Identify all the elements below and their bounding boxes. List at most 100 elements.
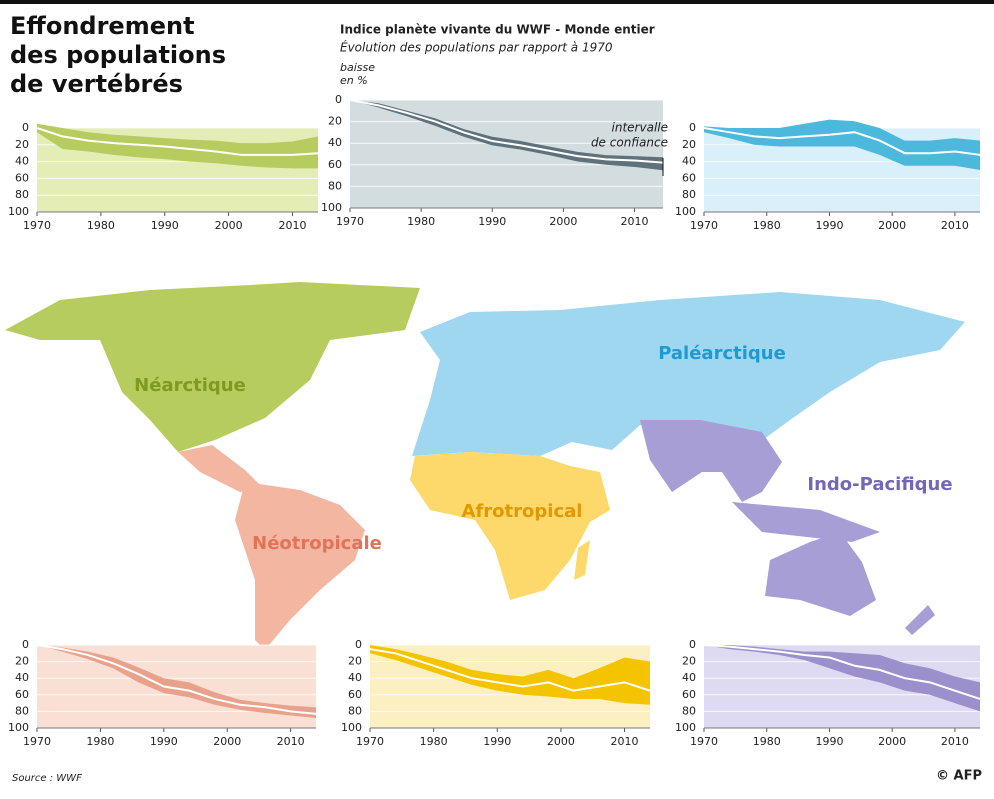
confidence-band xyxy=(37,123,318,169)
y-tick-label: 40 xyxy=(15,671,29,684)
x-tick-label: 1990 xyxy=(478,215,506,228)
indo-pacific xyxy=(905,605,935,635)
x-tick-label: 2000 xyxy=(215,219,243,232)
region-label: Indo-Pacifique xyxy=(807,474,952,495)
title-line: de vertébrés xyxy=(10,70,183,98)
x-tick-label: 1980 xyxy=(86,735,114,748)
y-tick-label: 20 xyxy=(348,655,362,668)
top-bar xyxy=(0,0,994,4)
y-tick-label: 60 xyxy=(15,688,29,701)
y-tick-label: 40 xyxy=(682,155,696,168)
y-tick-label: 80 xyxy=(15,704,29,717)
indo-pacific xyxy=(765,532,876,616)
y-tick-label: 80 xyxy=(682,704,696,717)
confidence-band xyxy=(704,645,980,712)
credit: © AFP xyxy=(936,769,982,784)
y-tick-label: 20 xyxy=(15,655,29,668)
x-tick-label: 1990 xyxy=(151,219,179,232)
neotropical xyxy=(235,482,365,650)
x-tick-label: 2000 xyxy=(549,215,577,228)
y-tick-label: 40 xyxy=(328,136,342,149)
x-tick-label: 2010 xyxy=(277,735,305,748)
x-tick-label: 2000 xyxy=(213,735,241,748)
y-tick-label: 20 xyxy=(682,655,696,668)
y-tick-label: 60 xyxy=(328,158,342,171)
indo-pacific xyxy=(732,502,880,542)
index-line xyxy=(349,99,664,164)
y-tick-label: 100 xyxy=(675,205,696,218)
y-tick-label: 20 xyxy=(328,115,342,128)
x-tick-label: 2010 xyxy=(611,735,639,748)
y-tick-label: 100 xyxy=(8,205,29,218)
x-tick-label: 2000 xyxy=(878,219,906,232)
x-tick-label: 1970 xyxy=(23,219,51,232)
palearctic xyxy=(412,292,965,456)
x-tick-label: 1970 xyxy=(356,735,384,748)
y-tick-label: 60 xyxy=(15,171,29,184)
x-tick-label: 1990 xyxy=(815,735,843,748)
region-label: Néarctique xyxy=(134,375,246,396)
x-tick-label: 1990 xyxy=(483,735,511,748)
y-tick-label: 40 xyxy=(682,671,696,684)
y-axis-label: en % xyxy=(340,74,368,87)
y-tick-label: 100 xyxy=(341,721,362,734)
chart-subtitle: Évolution des populations par rapport à … xyxy=(340,40,613,55)
y-tick-label: 0 xyxy=(689,638,696,651)
y-tick-label: 100 xyxy=(321,201,342,214)
y-tick-label: 40 xyxy=(15,155,29,168)
x-tick-label: 1970 xyxy=(336,215,364,228)
afrotropical xyxy=(410,452,610,600)
y-tick-label: 0 xyxy=(22,638,29,651)
region-label: Néotropicale xyxy=(252,533,382,554)
y-tick-label: 80 xyxy=(348,704,362,717)
indo-pacific xyxy=(640,420,782,502)
index-line xyxy=(703,127,981,156)
x-tick-label: 2010 xyxy=(941,735,969,748)
y-tick-label: 60 xyxy=(682,688,696,701)
y-tick-label: 20 xyxy=(682,138,696,151)
neotropical xyxy=(178,445,265,492)
x-tick-label: 1980 xyxy=(407,215,435,228)
chart-title: Indice planète vivante du WWF - Monde en… xyxy=(340,23,655,37)
index-line xyxy=(36,644,317,715)
x-tick-label: 2010 xyxy=(621,215,649,228)
y-tick-label: 60 xyxy=(682,171,696,184)
region-label: Paléarctique xyxy=(658,343,786,364)
x-tick-label: 2010 xyxy=(278,219,306,232)
x-tick-label: 1980 xyxy=(753,219,781,232)
x-tick-label: 1980 xyxy=(420,735,448,748)
world-map xyxy=(5,282,965,650)
y-tick-label: 100 xyxy=(675,721,696,734)
y-tick-label: 0 xyxy=(689,121,696,134)
y-tick-label: 0 xyxy=(22,121,29,134)
x-tick-label: 1970 xyxy=(690,219,718,232)
y-tick-label: 40 xyxy=(348,671,362,684)
y-axis-label: baisse xyxy=(340,61,375,74)
y-tick-label: 80 xyxy=(682,188,696,201)
y-tick-label: 20 xyxy=(15,138,29,151)
y-tick-label: 80 xyxy=(328,179,342,192)
region-label: Afrotropical xyxy=(462,501,583,522)
confidence-band xyxy=(704,119,980,170)
index-line xyxy=(369,648,651,692)
y-tick-label: 80 xyxy=(15,188,29,201)
annotation: intervalle xyxy=(612,121,668,135)
title-line: Effondrement xyxy=(10,12,195,40)
x-tick-label: 1990 xyxy=(150,735,178,748)
x-tick-label: 1980 xyxy=(87,219,115,232)
x-tick-label: 1970 xyxy=(690,735,718,748)
y-tick-label: 60 xyxy=(348,688,362,701)
confidence-band xyxy=(37,645,316,719)
index-line xyxy=(703,644,981,700)
x-tick-label: 1970 xyxy=(23,735,51,748)
title-line: des populations xyxy=(10,41,226,69)
index-line xyxy=(36,127,319,156)
y-tick-label: 0 xyxy=(335,93,342,106)
confidence-band xyxy=(350,100,663,171)
annotation: de confiance xyxy=(591,136,668,150)
nearctic xyxy=(5,282,420,452)
y-tick-label: 0 xyxy=(355,638,362,651)
x-tick-label: 2010 xyxy=(941,219,969,232)
x-tick-label: 2000 xyxy=(878,735,906,748)
